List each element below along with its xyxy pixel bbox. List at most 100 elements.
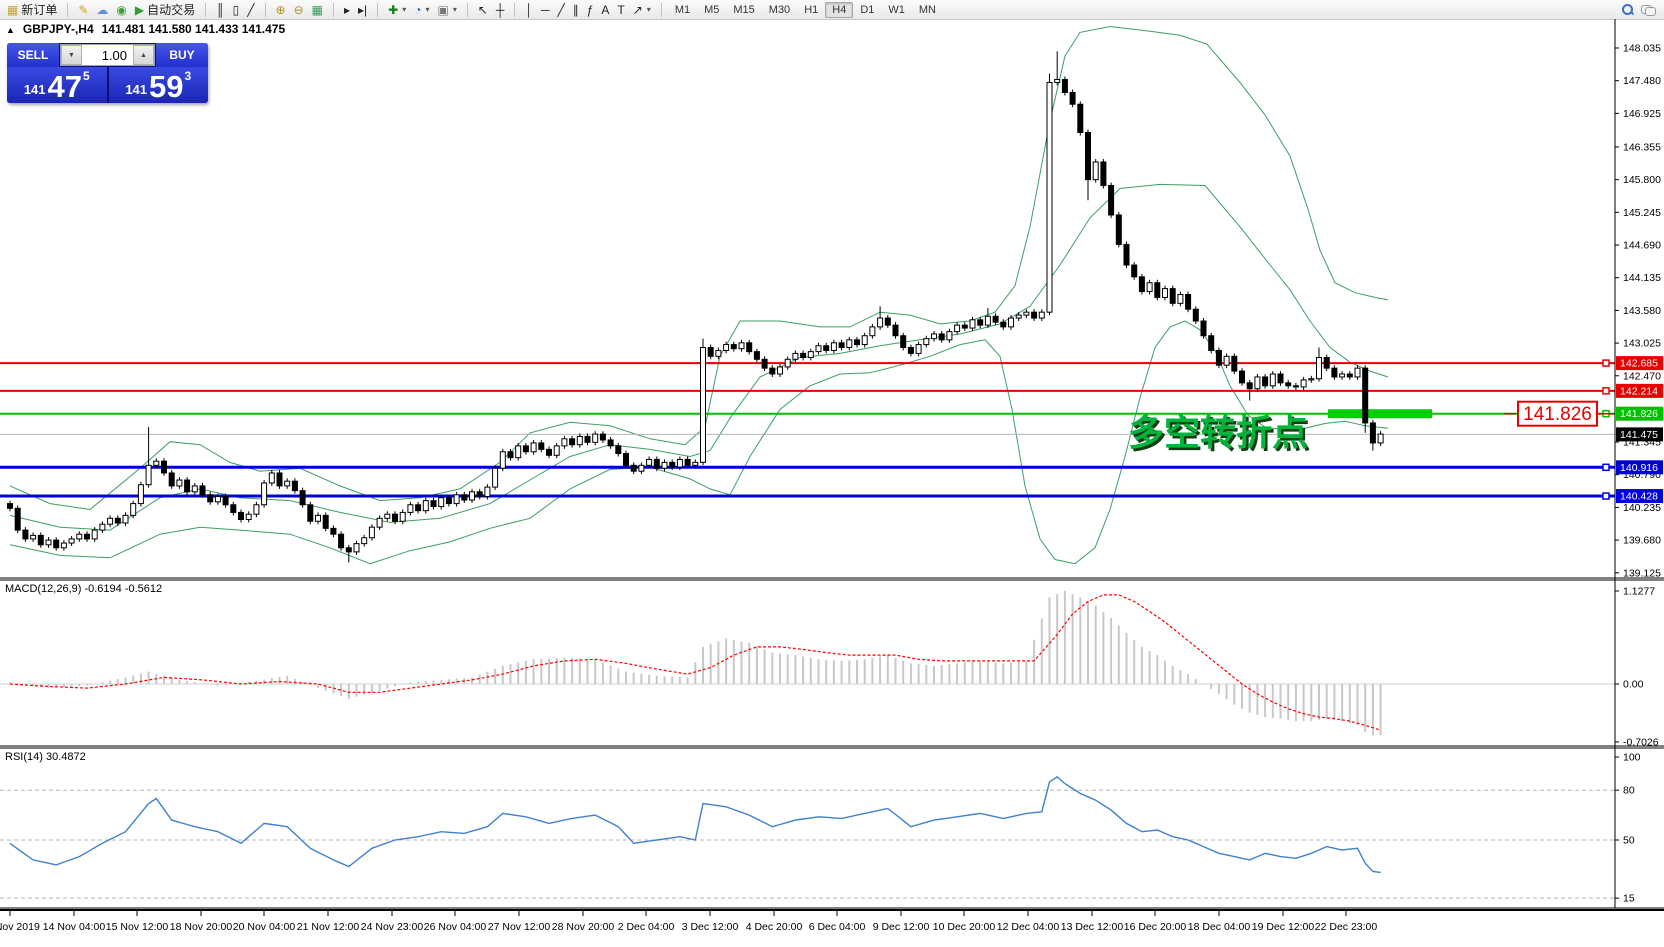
candle-down bbox=[900, 335, 907, 349]
candle-down bbox=[546, 448, 552, 456]
auto-scroll-button[interactable]: ▸ bbox=[340, 3, 354, 17]
zoom-in-button[interactable]: ⊕ bbox=[272, 3, 290, 17]
svg-text:148.035: 148.035 bbox=[1623, 43, 1661, 55]
candle-down bbox=[599, 433, 606, 441]
candle-down bbox=[430, 500, 437, 508]
indicators-button[interactable]: ✚ ▾ bbox=[384, 3, 410, 17]
svg-text:22 Dec 23:00: 22 Dec 23:00 bbox=[1315, 921, 1378, 933]
fibonacci-button[interactable]: ƒ bbox=[583, 3, 598, 17]
candle-up bbox=[561, 438, 568, 447]
community-icon[interactable] bbox=[1641, 5, 1656, 16]
candle-up bbox=[1054, 79, 1061, 83]
tile-windows-button[interactable]: ▦ bbox=[308, 3, 327, 17]
candle-down bbox=[1200, 320, 1207, 337]
timeframe-w1-button[interactable]: W1 bbox=[888, 3, 905, 16]
volume-input[interactable]: 1.00 bbox=[101, 47, 127, 63]
equidistant-channel-button[interactable]: ∥ bbox=[569, 3, 583, 17]
sell-button[interactable]: SELL bbox=[7, 43, 59, 67]
annotation-text[interactable]: 多空转折点 bbox=[1128, 412, 1308, 453]
support-line-1-handle[interactable] bbox=[1602, 463, 1610, 472]
level-lines bbox=[0, 359, 1615, 500]
candle-up bbox=[1177, 293, 1184, 304]
candle-down bbox=[1131, 264, 1138, 278]
macd-signal-line bbox=[9, 594, 1381, 731]
chart-shift-button[interactable]: ▸| bbox=[354, 3, 371, 17]
resistance-line-2-handle[interactable] bbox=[1602, 387, 1610, 395]
candle-up bbox=[807, 351, 814, 359]
svg-text:28 Nov 20:00: 28 Nov 20:00 bbox=[552, 921, 615, 933]
signals-button[interactable]: ◉ bbox=[112, 3, 130, 17]
text-button[interactable]: A bbox=[597, 3, 613, 17]
vertical-line-icon: │ bbox=[525, 2, 533, 17]
candle-down bbox=[1292, 385, 1299, 388]
trendline-button[interactable]: ╱ bbox=[553, 3, 568, 17]
candle-chart-button[interactable]: ▯ bbox=[229, 3, 244, 17]
candle-down bbox=[307, 504, 314, 522]
candle-up bbox=[1223, 355, 1230, 366]
svg-text:3 Dec 12:00: 3 Dec 12:00 bbox=[682, 921, 739, 933]
zoom-out-button[interactable]: ⊖ bbox=[290, 3, 308, 17]
candle-up bbox=[368, 526, 375, 539]
resistance-line-1-handle[interactable] bbox=[1602, 359, 1610, 367]
candle-down bbox=[669, 461, 676, 468]
collapse-icon[interactable]: ▲ bbox=[6, 25, 15, 35]
candle-down bbox=[1069, 91, 1076, 105]
pivot-highlight-segment[interactable] bbox=[1328, 409, 1432, 419]
candle-down bbox=[1077, 103, 1084, 134]
candle-down bbox=[761, 358, 768, 369]
candle-up bbox=[1162, 288, 1168, 298]
sell-price-tile[interactable]: 141 47 5 bbox=[7, 67, 107, 103]
timeframe-m5-button[interactable]: M5 bbox=[704, 3, 720, 16]
timeframe-m1-button[interactable]: M1 bbox=[674, 3, 691, 16]
new-order-button[interactable]: ▦ 新订单 bbox=[3, 0, 61, 19]
horizontal-line-button[interactable]: ─ bbox=[537, 3, 554, 17]
candle-up bbox=[815, 345, 822, 353]
timeframe-h1-button[interactable]: H1 bbox=[804, 3, 819, 16]
rsi-line bbox=[9, 776, 1381, 874]
candle-up bbox=[515, 445, 522, 459]
line-chart-button[interactable]: ╱ bbox=[243, 3, 258, 17]
candle-chart-icon: ▯ bbox=[232, 2, 240, 17]
candle-up bbox=[715, 349, 722, 357]
candle-up bbox=[861, 335, 868, 346]
templates-button[interactable]: ▣ ▾ bbox=[434, 3, 461, 17]
support-line-2-handle[interactable] bbox=[1602, 492, 1610, 500]
svg-text:4 Dec 20:00: 4 Dec 20:00 bbox=[746, 921, 803, 933]
candle-up bbox=[553, 445, 560, 456]
profile-button[interactable]: ☁ bbox=[92, 3, 112, 17]
volume-up-button[interactable]: ▲ bbox=[133, 45, 154, 65]
autotrade-button[interactable]: ▶ 自动交易 bbox=[131, 0, 199, 19]
bar-chart-button[interactable]: ║ bbox=[212, 3, 229, 17]
macd-title: MACD(12,26,9) -0.6194 -0.5612 bbox=[5, 583, 163, 595]
timeframe-m30-button[interactable]: M30 bbox=[768, 3, 791, 16]
candle-down bbox=[276, 472, 283, 487]
symbol-period-label: GBPJPY-,H4 bbox=[22, 22, 94, 36]
vertical-line-button[interactable]: │ bbox=[521, 3, 537, 17]
volume-down-button[interactable]: ▼ bbox=[61, 45, 82, 65]
candle-up bbox=[954, 324, 961, 333]
buy-button[interactable]: BUY bbox=[156, 43, 208, 67]
timeframe-m15-button[interactable]: M15 bbox=[733, 3, 755, 16]
svg-text:142.685: 142.685 bbox=[1620, 358, 1658, 370]
equidistant-channel-icon: ∥ bbox=[572, 2, 579, 17]
timeframe-h4-button[interactable]: H4 bbox=[825, 1, 854, 18]
volume-stepper: ▼ 1.00 ▲ bbox=[60, 44, 155, 66]
periods-button[interactable]: ◔ ▾ bbox=[410, 3, 433, 17]
candle-down bbox=[184, 479, 191, 493]
buy-price-pip: 3 bbox=[184, 69, 192, 83]
timeframe-mn-button[interactable]: MN bbox=[918, 3, 936, 16]
buy-price-tile[interactable]: 141 59 3 bbox=[108, 67, 208, 103]
candle-up bbox=[784, 358, 791, 368]
price-label-box[interactable]: 141.826 bbox=[1517, 400, 1598, 427]
text-label-button[interactable]: T bbox=[613, 3, 628, 17]
candle-down bbox=[961, 324, 968, 329]
crosshair-button[interactable]: ┼ bbox=[492, 3, 509, 17]
candle-down bbox=[1331, 367, 1338, 378]
arrows-button[interactable]: ↗ ▾ bbox=[629, 3, 655, 17]
marker-button[interactable]: ✎ bbox=[74, 3, 92, 17]
search-icon[interactable] bbox=[1622, 4, 1633, 15]
svg-text:139.680: 139.680 bbox=[1623, 535, 1661, 547]
timeframe-d1-button[interactable]: D1 bbox=[860, 3, 875, 16]
cursor-button[interactable]: ↖ bbox=[474, 3, 492, 17]
